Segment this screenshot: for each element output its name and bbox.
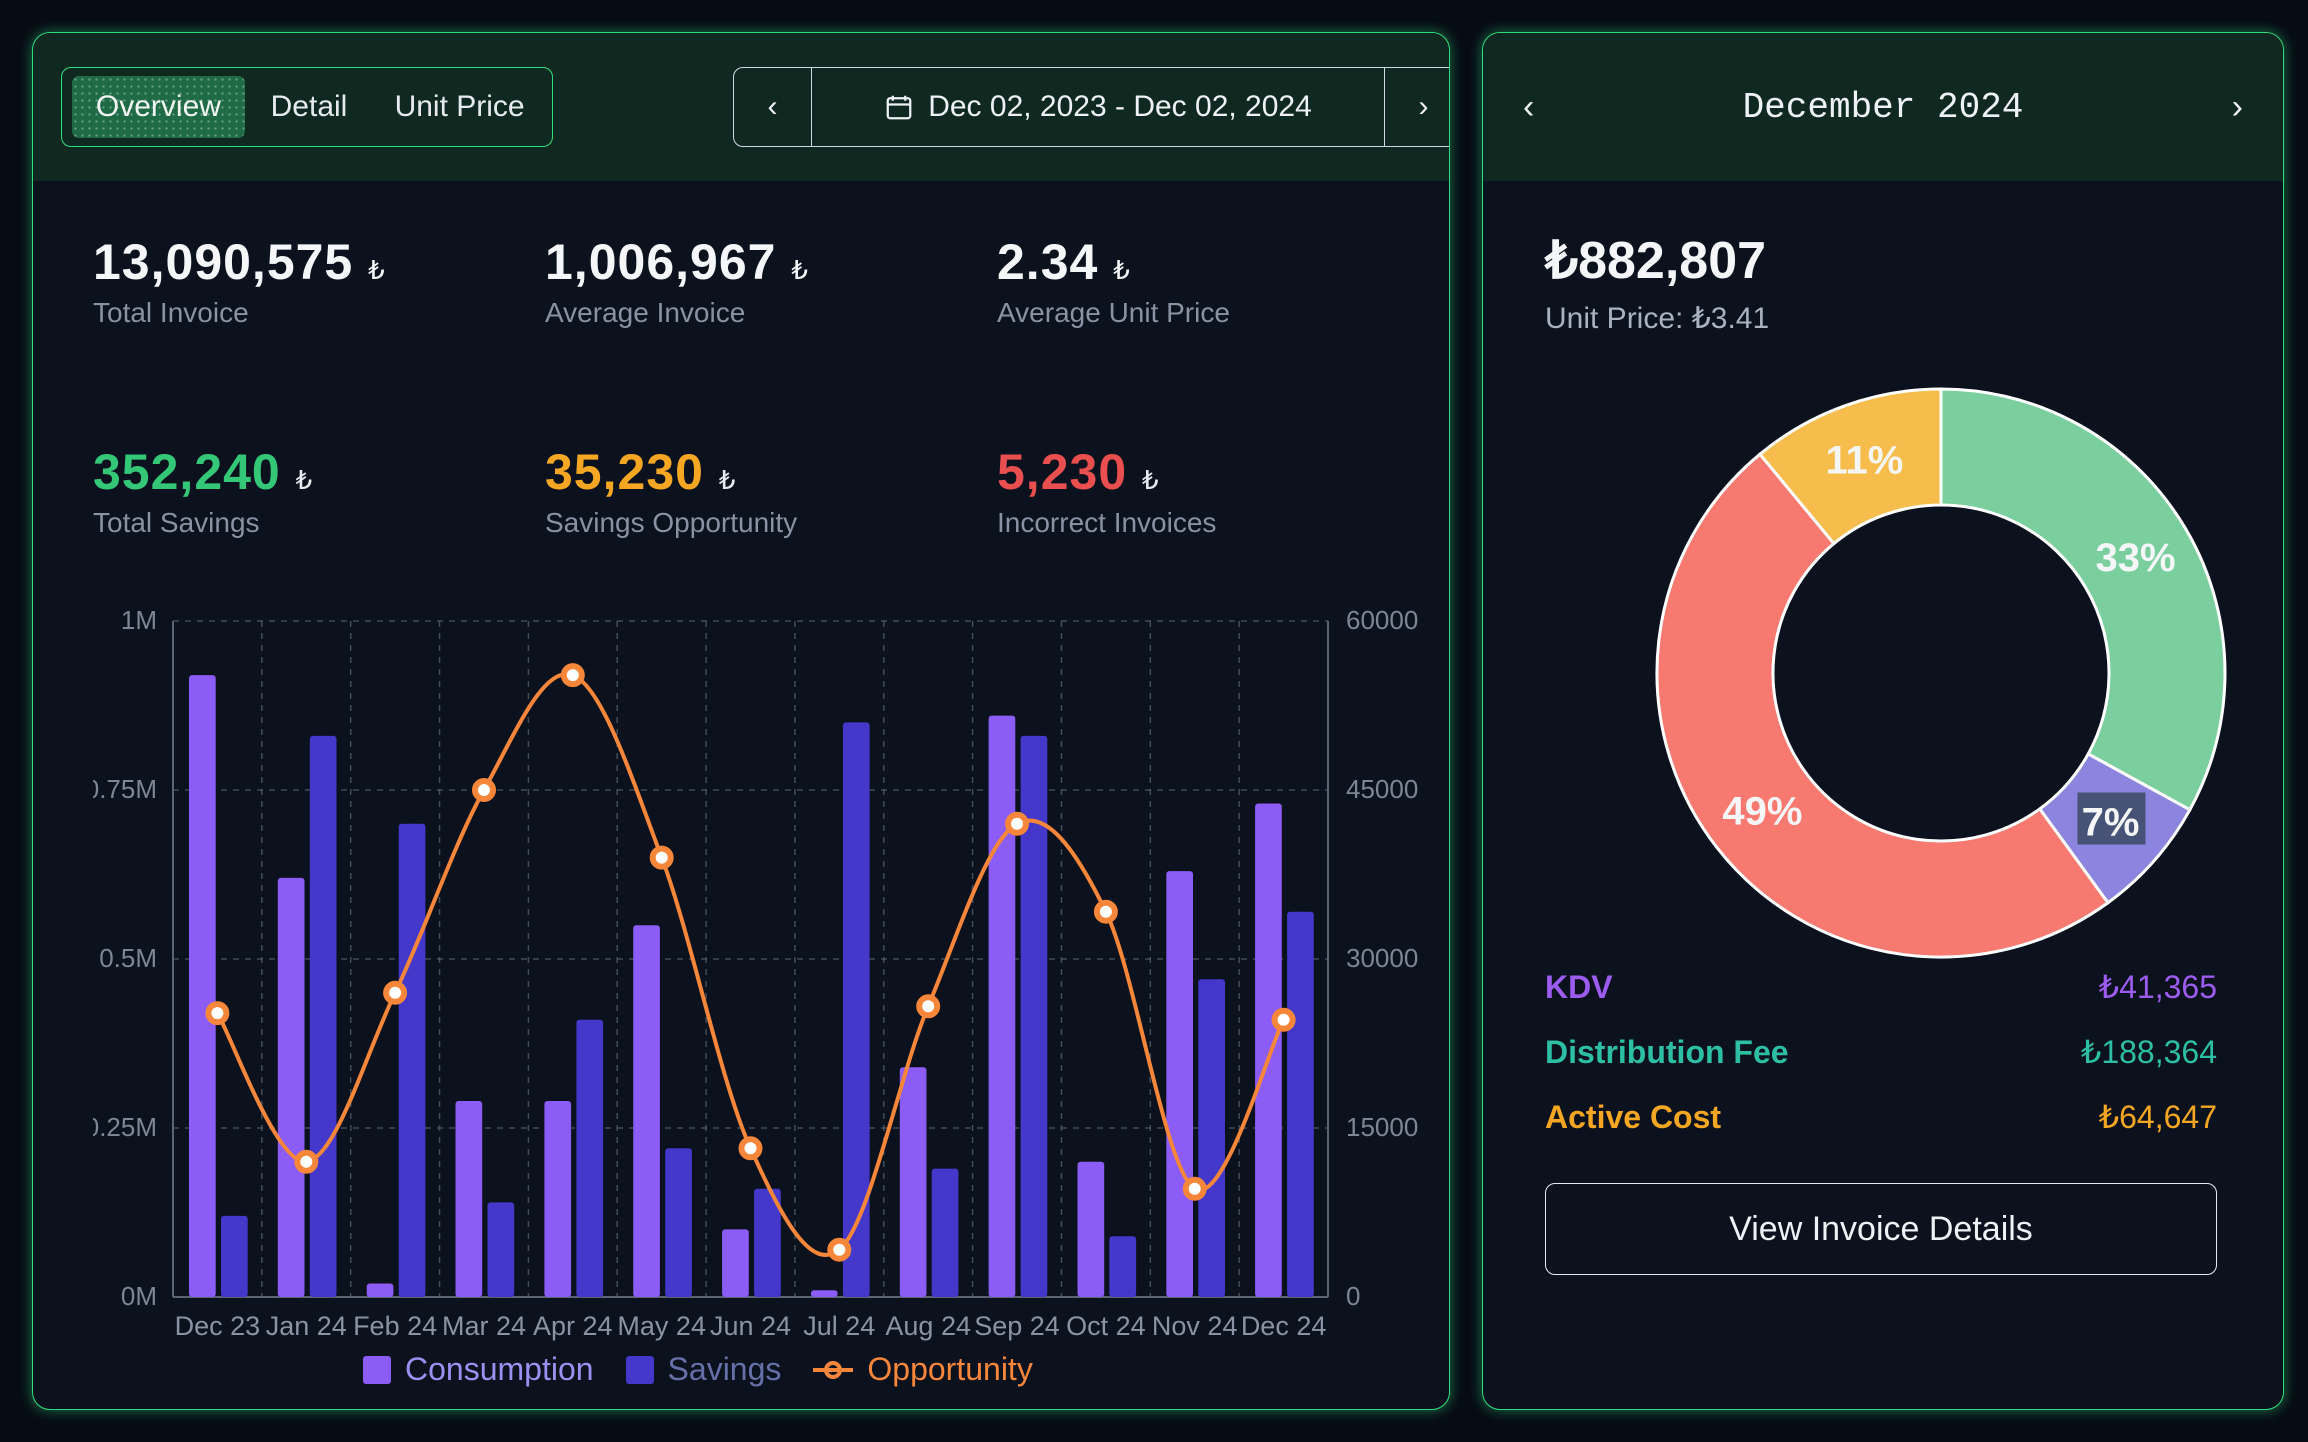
svg-text:0.75M: 0.75M bbox=[93, 774, 157, 804]
svg-text:15000: 15000 bbox=[1346, 1112, 1418, 1142]
svg-text:33%: 33% bbox=[2095, 536, 2175, 580]
svg-text:11%: 11% bbox=[1825, 438, 1903, 482]
svg-text:Jun 24: Jun 24 bbox=[710, 1311, 791, 1341]
svg-text:Nov 24: Nov 24 bbox=[1152, 1311, 1238, 1341]
svg-text:Aug 24: Aug 24 bbox=[885, 1311, 971, 1341]
svg-text:30000: 30000 bbox=[1346, 943, 1418, 973]
svg-text:0: 0 bbox=[1346, 1281, 1360, 1311]
svg-text:Mar 24: Mar 24 bbox=[442, 1311, 526, 1341]
svg-text:49%: 49% bbox=[1722, 790, 1802, 834]
svg-text:0.5M: 0.5M bbox=[99, 943, 157, 973]
svg-text:Apr 24: Apr 24 bbox=[533, 1311, 613, 1341]
svg-text:45000: 45000 bbox=[1346, 774, 1418, 804]
svg-text:60000: 60000 bbox=[1346, 605, 1418, 635]
svg-text:Dec 23: Dec 23 bbox=[175, 1311, 261, 1341]
svg-text:0.25M: 0.25M bbox=[93, 1112, 157, 1142]
svg-text:Sep 24: Sep 24 bbox=[974, 1311, 1060, 1341]
svg-text:Jan 24: Jan 24 bbox=[266, 1311, 347, 1341]
svg-text:Dec 24: Dec 24 bbox=[1241, 1311, 1327, 1341]
svg-text:0M: 0M bbox=[121, 1281, 157, 1311]
svg-text:Feb 24: Feb 24 bbox=[353, 1311, 437, 1341]
svg-text:1M: 1M bbox=[121, 605, 157, 635]
svg-text:7%: 7% bbox=[2082, 801, 2140, 845]
svg-text:May 24: May 24 bbox=[617, 1311, 706, 1341]
svg-text:Oct 24: Oct 24 bbox=[1066, 1311, 1146, 1341]
svg-text:Jul 24: Jul 24 bbox=[803, 1311, 875, 1341]
